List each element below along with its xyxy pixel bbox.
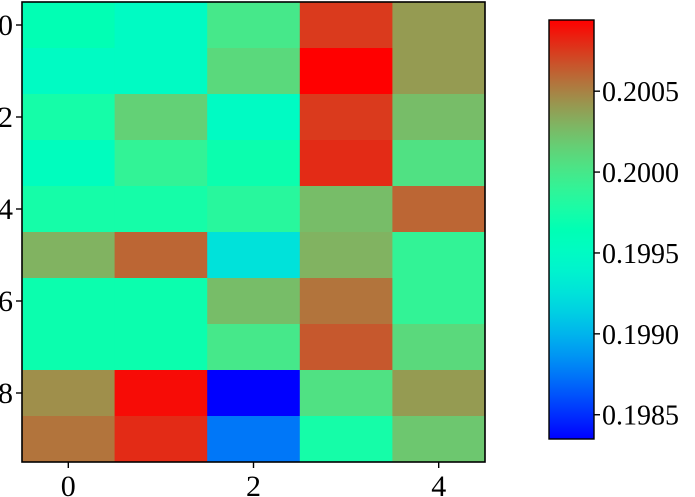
colorbar-tick-label: 0.2000 <box>602 158 679 189</box>
colorbar-tick-label: 0.2005 <box>602 77 679 108</box>
heatmap-cell-r5-c4 <box>392 232 486 279</box>
colorbar-gradient <box>548 19 595 440</box>
y-tick-label: 2 <box>0 101 13 134</box>
heatmap-cell-r3-c3 <box>299 140 393 187</box>
x-tick-label: 0 <box>61 470 76 497</box>
heatmap-cell-r6-c4 <box>392 278 486 325</box>
heatmap-cell-r2-c0 <box>22 94 116 141</box>
heatmap-cell-r4-c3 <box>299 186 393 233</box>
heatmap-cell-r1-c0 <box>22 48 116 95</box>
heatmap-cell-r5-c1 <box>114 232 208 279</box>
heatmap-cell-r4-c0 <box>22 186 116 233</box>
x-tick-label: 4 <box>431 470 446 497</box>
heatmap-cell-r1-c1 <box>114 48 208 95</box>
colorbar-tick-label: 0.1990 <box>602 320 679 351</box>
heatmap-cell-r5-c3 <box>299 232 393 279</box>
heatmap-cell-r7-c0 <box>22 324 116 371</box>
heatmap-cell-r2-c1 <box>114 94 208 141</box>
heatmap-cell-r8-c0 <box>22 370 116 417</box>
colorbar: 0.1985 0.1990 0.1995 0.2000 0.2005 <box>548 19 679 440</box>
heatmap-cell-r1-c4 <box>392 48 486 95</box>
heatmap-cell-r6-c3 <box>299 278 393 325</box>
y-axis: 0 2 4 6 8 <box>0 9 22 410</box>
heatmap-cell-r8-c3 <box>299 370 393 417</box>
x-tick-label: 2 <box>246 470 261 497</box>
heatmap-cell-r1-c3 <box>299 48 393 95</box>
heatmap-cell-r9-c2 <box>207 416 301 463</box>
x-axis: 0 2 4 <box>61 462 446 497</box>
heatmap-cell-r6-c2 <box>207 278 301 325</box>
heatmap-cell-r8-c1 <box>114 370 208 417</box>
heatmap-cell-r0-c2 <box>207 2 301 49</box>
heatmap-cell-r1-c2 <box>207 48 301 95</box>
heatmap-cell-r0-c0 <box>22 2 116 49</box>
heatmap-cell-r9-c0 <box>22 416 116 463</box>
heatmap-cell-r7-c3 <box>299 324 393 371</box>
heatmap-cell-r2-c4 <box>392 94 486 141</box>
heatmap-cell-r2-c3 <box>299 94 393 141</box>
heatmap-cell-r8-c2 <box>207 370 301 417</box>
heatmap-cell-r9-c1 <box>114 416 208 463</box>
heatmap-cell-r4-c1 <box>114 186 208 233</box>
colorbar-ticks: 0.1985 0.1990 0.1995 0.2000 0.2005 <box>594 77 679 432</box>
y-tick-label: 0 <box>0 9 13 42</box>
colorbar-tick-label: 0.1995 <box>602 239 679 270</box>
heatmap-cell-r9-c3 <box>299 416 393 463</box>
y-tick-label: 8 <box>0 377 13 410</box>
heatmap-cell-r0-c3 <box>299 2 393 49</box>
heatmap-cell-r3-c0 <box>22 140 116 187</box>
heatmap-cell-r3-c2 <box>207 140 301 187</box>
y-tick-label: 4 <box>0 193 13 226</box>
heatmap-cell-r5-c2 <box>207 232 301 279</box>
heatmap-cell-r7-c4 <box>392 324 486 371</box>
heatmap-cell-r3-c1 <box>114 140 208 187</box>
heatmap-cells <box>22 2 486 463</box>
heatmap-cell-r7-c2 <box>207 324 301 371</box>
heatmap-cell-r8-c4 <box>392 370 486 417</box>
heatmap-cell-r3-c4 <box>392 140 486 187</box>
colorbar-tick-label: 0.1985 <box>602 401 679 432</box>
heatmap-cell-r9-c4 <box>392 416 486 463</box>
heatmap-cell-r6-c1 <box>114 278 208 325</box>
heatmap-cell-r7-c1 <box>114 324 208 371</box>
heatmap-cell-r0-c1 <box>114 2 208 49</box>
heatmap-cell-r4-c4 <box>392 186 486 233</box>
heatmap-cell-r4-c2 <box>207 186 301 233</box>
y-tick-label: 6 <box>0 285 13 318</box>
heatmap-cell-r6-c0 <box>22 278 116 325</box>
heatmap-cell-r2-c2 <box>207 94 301 141</box>
heatmap-cell-r0-c4 <box>392 2 486 49</box>
heatmap-cell-r5-c0 <box>22 232 116 279</box>
